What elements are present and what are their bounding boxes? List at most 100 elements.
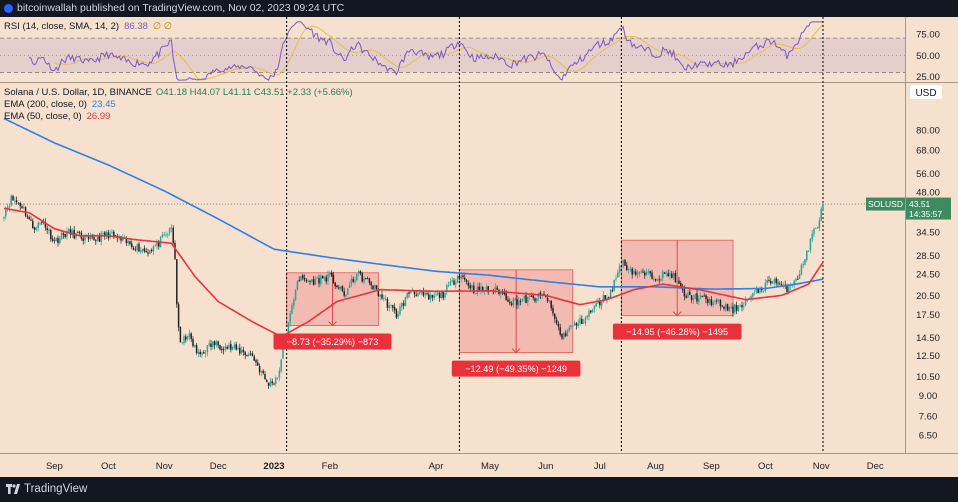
rsi-axis: 75.00 50.00 25.00 <box>916 29 940 83</box>
candle <box>766 280 768 284</box>
candle <box>197 352 200 354</box>
candle <box>424 292 426 295</box>
candle <box>744 299 747 306</box>
candle <box>251 353 254 356</box>
price-tag-symbol-bg <box>866 197 905 211</box>
candle <box>786 285 788 292</box>
chart-canvas[interactable]: −8.73 (−35.29%) −873 −12.49 (−49.35%) −12… <box>0 17 958 477</box>
candle <box>356 274 358 281</box>
candle <box>438 293 441 298</box>
candle <box>203 352 205 354</box>
candle <box>415 294 417 296</box>
price-legend[interactable]: Solana / U.S. Dollar, 1D, BINANCE O41.18 … <box>4 87 353 122</box>
candle <box>505 293 507 301</box>
candle <box>788 286 790 293</box>
time-tick-label: 2023 <box>263 461 284 472</box>
candle <box>98 236 101 242</box>
candle <box>469 285 471 289</box>
candle <box>296 281 299 290</box>
candle <box>86 236 88 238</box>
candle <box>509 301 511 304</box>
time-tick-label: Nov <box>813 461 830 472</box>
candle <box>51 238 54 241</box>
currency-badge[interactable] <box>910 85 942 99</box>
candle <box>348 285 351 289</box>
candle <box>570 325 572 328</box>
candle <box>689 291 691 295</box>
candle <box>815 228 817 229</box>
candle <box>170 227 173 229</box>
candle <box>525 295 527 303</box>
candle <box>456 275 459 283</box>
candle <box>480 286 482 291</box>
time-tick-label: Apr <box>429 461 444 472</box>
candle <box>35 227 38 230</box>
candle <box>343 291 345 296</box>
currency-label: USD <box>915 88 936 99</box>
candle <box>811 233 813 240</box>
candle <box>71 230 74 236</box>
candle <box>291 304 293 314</box>
candle <box>591 309 594 312</box>
candle <box>183 336 185 344</box>
candle <box>449 281 452 286</box>
candle <box>753 291 756 293</box>
candle <box>453 280 455 285</box>
candle <box>374 285 376 290</box>
candle <box>87 237 90 240</box>
candle <box>573 322 576 326</box>
tradingview-logo-icon <box>6 484 20 494</box>
candle <box>339 286 342 289</box>
candle <box>104 232 106 237</box>
candle <box>696 293 698 302</box>
candle <box>334 282 336 287</box>
candle <box>624 259 626 266</box>
candle <box>181 342 183 344</box>
candle <box>554 313 556 319</box>
candle <box>392 305 394 308</box>
price-tag: SOLUSD 43.51 14:35:57 <box>866 197 951 220</box>
candle <box>161 234 164 237</box>
rsi-guides <box>0 37 905 73</box>
price-tick-label: 12.50 <box>916 351 940 362</box>
candle <box>303 278 306 280</box>
ema50-line <box>3 207 824 338</box>
candle <box>464 277 466 280</box>
rsi-legend-extra: ∅ ∅ <box>153 21 172 32</box>
candle <box>321 275 324 279</box>
candle <box>584 317 587 324</box>
candle <box>294 290 297 301</box>
candle <box>390 304 392 306</box>
candle <box>275 377 277 384</box>
candle <box>771 281 774 284</box>
candle <box>347 288 349 295</box>
candle <box>501 292 504 294</box>
candle <box>111 231 113 233</box>
candle <box>807 250 810 252</box>
candle <box>543 293 545 295</box>
candle <box>512 298 515 306</box>
candle <box>195 344 198 353</box>
candle <box>352 279 354 282</box>
candle <box>458 275 461 279</box>
candle <box>710 299 713 306</box>
candle <box>37 222 39 228</box>
candle <box>762 290 765 292</box>
candle <box>338 287 340 289</box>
candle <box>271 381 273 384</box>
candle <box>635 271 637 275</box>
rsi-lines <box>28 21 824 81</box>
candle <box>138 243 140 252</box>
candle <box>379 294 381 297</box>
rsi-legend[interactable]: RSI (14, close, SMA, 14, 2) 86.38 ∅ ∅ <box>4 21 172 32</box>
candle <box>703 295 705 297</box>
candle <box>156 241 158 247</box>
candle <box>419 291 421 294</box>
candle <box>167 233 169 235</box>
drawdown-labels: −8.73 (−35.29%) −873 −12.49 (−49.35%) −12… <box>273 323 742 377</box>
candle <box>23 207 25 209</box>
candle <box>239 347 241 354</box>
candle <box>190 333 192 340</box>
candle <box>406 292 408 298</box>
time-tick-label: Feb <box>322 461 338 472</box>
